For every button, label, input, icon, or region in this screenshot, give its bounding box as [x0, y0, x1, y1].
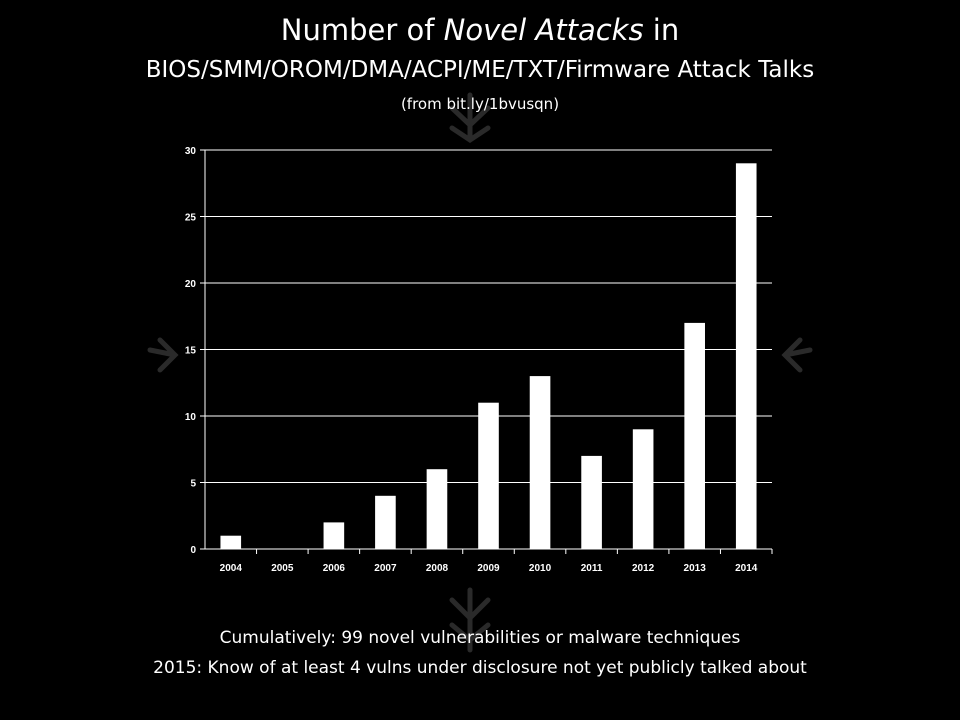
- bar-2014: [735, 163, 757, 550]
- x-tick-label-2008: 2008: [426, 563, 449, 574]
- x-tick-label-2013: 2013: [684, 563, 707, 574]
- x-tick-label-2010: 2010: [529, 563, 552, 574]
- title-emphasis: Novel Attacks: [443, 13, 644, 47]
- x-tick-label-2005: 2005: [271, 563, 294, 574]
- bar-2013: [684, 322, 705, 549]
- y-tick-labels: 0 5 10 15 20 25 30: [185, 146, 205, 556]
- bar-2009: [478, 402, 499, 549]
- bar-2011: [581, 455, 602, 549]
- bar-2006: [323, 522, 345, 549]
- x-tick-labels: 2004 2005 2006 2007 2008 2009 2010 2011 2012 2013…: [220, 549, 773, 574]
- chart-title-line2: BIOS/SMM/OROM/DMA/ACPI/ME/TXT/Firmware A…: [145, 57, 815, 83]
- x-tick-label-2004: 2004: [220, 563, 243, 574]
- y-tick-label: 25: [185, 213, 197, 224]
- x-tick-label-2012: 2012: [632, 563, 655, 574]
- y-tick-label: 30: [185, 146, 197, 157]
- bar-2012: [632, 429, 654, 549]
- footer-disclosure-note: 2015: Know of at least 4 vulns under dis…: [153, 658, 807, 678]
- x-tick-label-2014: 2014: [735, 563, 758, 574]
- x-tick-label-2009: 2009: [477, 563, 500, 574]
- chart-title: Number of Novel Attacks in: [280, 13, 680, 47]
- footer-cumulative-note: Cumulatively: 99 novel vulnerabilities o…: [219, 628, 741, 648]
- bar-2010: [529, 376, 551, 549]
- y-tick-label: 15: [185, 346, 197, 357]
- x-tick-label-2006: 2006: [323, 563, 346, 574]
- y-tick-label: 20: [185, 279, 197, 290]
- x-tick-label-2007: 2007: [374, 563, 397, 574]
- x-tick-label-2011: 2011: [581, 563, 603, 574]
- bars: [220, 163, 757, 550]
- bar-2008: [426, 469, 448, 549]
- bar-2007: [375, 495, 396, 549]
- y-tick-label: 10: [185, 412, 197, 423]
- bar-2004: [220, 535, 242, 549]
- y-tick-label: 5: [190, 479, 196, 490]
- chart-subtitle: (from bit.ly/1bvusqn): [400, 95, 560, 113]
- y-tick-label: 0: [190, 545, 196, 556]
